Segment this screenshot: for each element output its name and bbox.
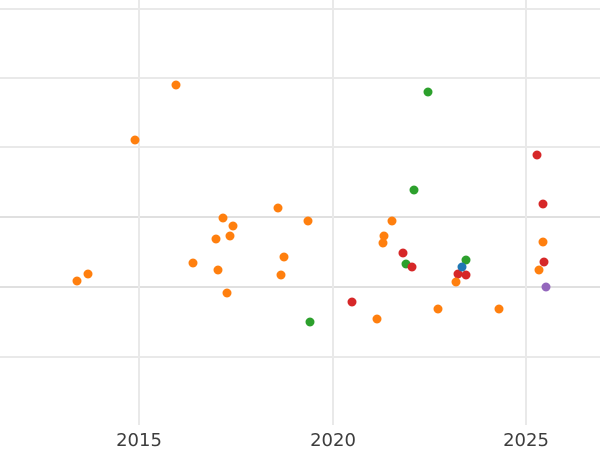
h-gridline	[0, 356, 600, 358]
scatter-point-orange	[451, 277, 461, 287]
h-gridline	[0, 286, 600, 288]
scatter-point-purple	[541, 282, 551, 292]
scatter-point-orange	[213, 265, 223, 275]
scatter-point-orange	[494, 304, 504, 314]
scatter-point-orange	[279, 252, 289, 262]
scatter-point-orange	[433, 304, 443, 314]
scatter-point-orange	[387, 216, 397, 226]
v-gridline	[138, 0, 140, 425]
scatter-point-orange	[379, 231, 389, 241]
scatter-point-orange	[303, 216, 313, 226]
scatter-point-orange	[130, 135, 140, 145]
scatter-point-red	[461, 270, 471, 280]
scatter-point-orange	[72, 276, 82, 286]
scatter-point-orange	[222, 288, 232, 298]
scatter-point-orange	[538, 237, 548, 247]
scatter-point-green	[461, 255, 471, 265]
scatter-point-orange	[276, 270, 286, 280]
h-gridline	[0, 77, 600, 79]
scatter-point-orange	[188, 258, 198, 268]
x-tick-label-2025: 2025	[503, 430, 549, 451]
scatter-point-orange	[273, 203, 283, 213]
h-gridline	[0, 146, 600, 148]
scatter-point-green	[401, 259, 411, 269]
h-gridline	[0, 216, 600, 218]
scatter-point-orange	[83, 269, 93, 279]
scatter-point-orange	[228, 221, 238, 231]
scatter-point-red	[538, 199, 548, 209]
scatter-point-red	[532, 150, 542, 160]
scatter-point-orange	[372, 314, 382, 324]
scatter-point-green	[305, 317, 315, 327]
scatter-point-red	[539, 257, 549, 267]
x-tick-label-2015: 2015	[116, 430, 162, 451]
scatter-point-orange	[534, 265, 544, 275]
scatter-point-red	[407, 262, 417, 272]
scatter-point-green	[423, 87, 433, 97]
x-tick-label-2020: 2020	[310, 430, 356, 451]
v-gridline	[525, 0, 527, 425]
scatter-point-orange	[225, 231, 235, 241]
scatter-point-red	[398, 248, 408, 258]
scatter-point-red	[453, 269, 463, 279]
scatter-point-orange	[218, 213, 228, 223]
scatter-point-orange	[211, 234, 221, 244]
scatter-point-blue	[457, 262, 467, 272]
scatter-point-orange	[378, 238, 388, 248]
scatter-point-orange	[171, 80, 181, 90]
h-gridline	[0, 8, 600, 10]
v-gridline	[332, 0, 334, 425]
scatter-point-green	[409, 185, 419, 195]
scatter-point-red	[347, 297, 357, 307]
